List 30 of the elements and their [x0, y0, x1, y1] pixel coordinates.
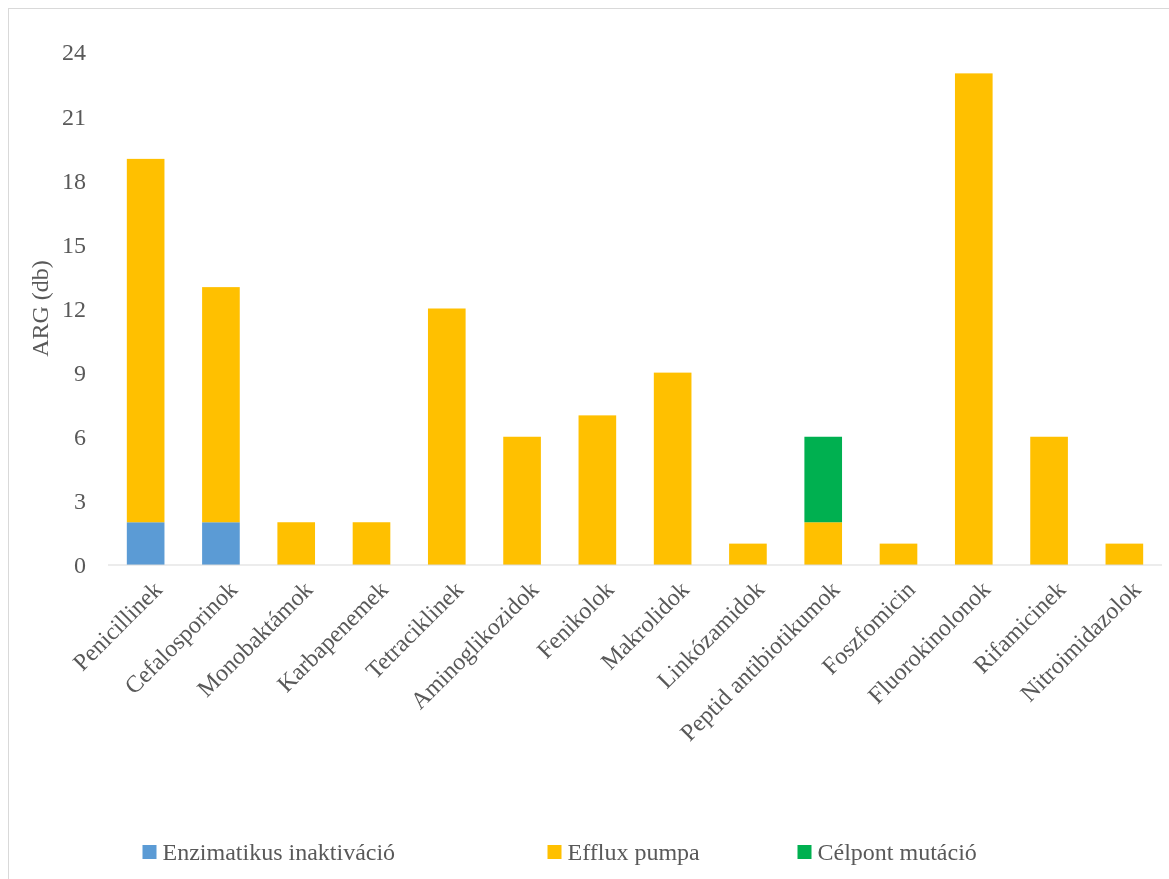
- y-tick-label: 6: [74, 424, 86, 451]
- bar: [879, 543, 918, 565]
- bar: [503, 436, 541, 565]
- y-axis-title: ARG (db): [27, 260, 53, 357]
- bar: [578, 415, 617, 565]
- bar: [954, 73, 993, 565]
- bar: [277, 522, 316, 565]
- bar: [804, 522, 843, 565]
- bar: [653, 372, 692, 565]
- y-tick-label: 3: [74, 488, 86, 515]
- bar: [1030, 436, 1068, 565]
- legend-label: Efflux pumpa: [567, 839, 701, 866]
- bar: [1105, 543, 1144, 565]
- legend-label: Célpont mutáció: [817, 839, 977, 866]
- legend-label: Enzimatikus inaktiváció: [162, 839, 396, 866]
- bar: [202, 287, 240, 523]
- bar: [126, 522, 165, 565]
- bar: [352, 522, 391, 565]
- y-tick-label: 15: [62, 231, 86, 258]
- bar: [202, 522, 240, 565]
- bar: [427, 308, 466, 565]
- y-tick-label: 0: [74, 552, 86, 579]
- y-tick-label: 18: [62, 167, 86, 194]
- bar: [126, 158, 165, 523]
- bar: [729, 543, 767, 565]
- y-tick-label: 24: [62, 39, 86, 66]
- bar: [804, 436, 843, 523]
- y-tick-label: 21: [62, 103, 86, 130]
- y-tick-label: 9: [74, 360, 86, 387]
- y-tick-label: 12: [62, 295, 86, 322]
